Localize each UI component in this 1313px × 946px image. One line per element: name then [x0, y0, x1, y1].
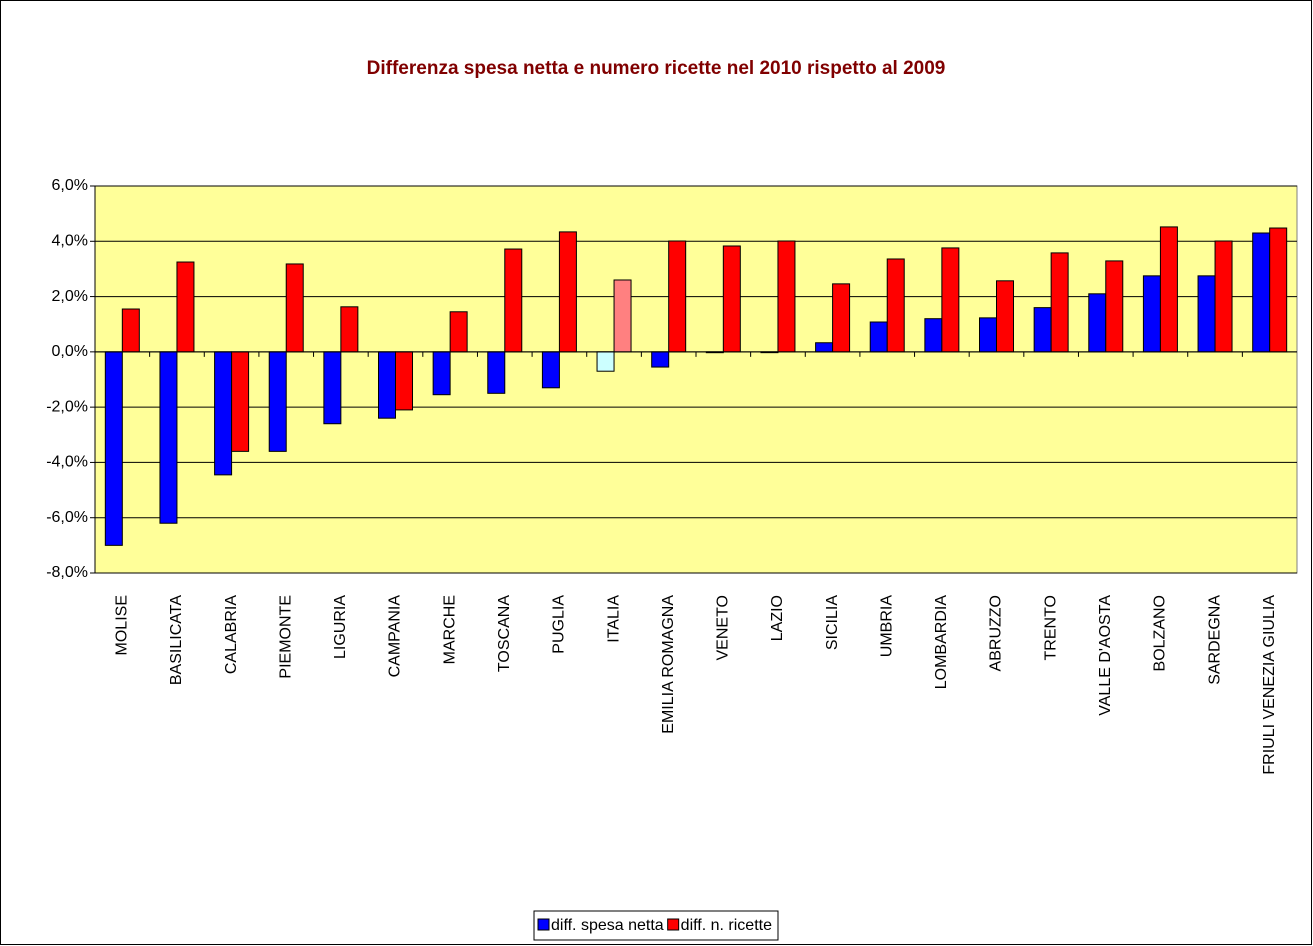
bar	[323, 351, 342, 425]
x-tick-label: MARCHE	[441, 595, 458, 664]
bar	[1105, 260, 1124, 353]
x-tick-label: MOLISE	[114, 595, 131, 655]
bar	[651, 351, 670, 368]
bar	[832, 283, 851, 353]
bar	[979, 317, 997, 353]
bar	[378, 351, 396, 419]
plot-area	[94, 185, 1298, 574]
x-tick-label: TRENTO	[1042, 595, 1059, 660]
bar	[869, 321, 888, 353]
bar	[504, 248, 523, 353]
y-tick-label: -6,0%	[46, 509, 88, 526]
x-tick-label: UMBRIA	[878, 595, 895, 658]
bar	[285, 263, 304, 353]
bar	[1159, 226, 1178, 353]
x-tick-label: LIGURIA	[332, 595, 349, 659]
bar	[1088, 293, 1107, 353]
bar	[777, 240, 796, 353]
x-tick-label: FRIULI VENEZIA GIULIA	[1261, 595, 1278, 775]
y-tick-label: 0,0%	[52, 343, 88, 360]
bar	[1197, 275, 1216, 353]
bar	[886, 258, 905, 353]
x-tick-label: LOMBARDIA	[933, 595, 950, 690]
bar	[159, 351, 178, 524]
bar	[1252, 232, 1271, 353]
y-tick-label: -8,0%	[46, 564, 88, 581]
bar	[558, 231, 577, 353]
bar	[121, 308, 140, 353]
bar	[1214, 240, 1233, 353]
y-tick-label: -4,0%	[46, 454, 88, 471]
x-tick-label: CALABRIA	[223, 595, 240, 674]
bar	[668, 240, 687, 353]
bar	[596, 351, 615, 372]
bar	[1033, 307, 1052, 353]
x-tick-label: BASILICATA	[168, 595, 185, 685]
bar	[214, 351, 233, 476]
bar	[815, 342, 834, 353]
legend: diff. spesa netta diff. n. ricette	[533, 910, 779, 941]
bar	[722, 245, 741, 353]
bar	[996, 280, 1014, 353]
x-tick-label: BOLZANO	[1152, 595, 1169, 671]
x-tick-label: VALLE D'AOSTA	[1097, 595, 1114, 716]
bar	[613, 279, 632, 353]
chart-title: Differenza spesa netta e numero ricette …	[367, 58, 946, 79]
x-tick-label: PUGLIA	[551, 595, 568, 654]
bar	[176, 261, 195, 353]
bar	[395, 351, 413, 411]
legend-swatch	[537, 918, 550, 931]
x-tick-label: VENETO	[715, 595, 732, 661]
bar	[1269, 227, 1288, 353]
y-tick-label: 6,0%	[52, 177, 88, 194]
bar	[487, 351, 506, 394]
x-tick-label: SARDEGNA	[1206, 595, 1223, 685]
legend-swatch	[667, 918, 680, 931]
x-tick-label: EMILIA ROMAGNA	[660, 595, 677, 734]
x-tick-label: TOSCANA	[496, 595, 513, 672]
legend-box	[533, 910, 779, 941]
bar	[1050, 252, 1069, 353]
bar	[924, 318, 943, 353]
y-tick-label: 4,0%	[52, 233, 88, 250]
bar	[449, 311, 468, 353]
bar	[268, 351, 287, 452]
y-tick-label: -2,0%	[46, 398, 88, 415]
bar	[231, 351, 250, 452]
x-tick-label: ITALIA	[605, 595, 622, 643]
x-tick-label: SICILIA	[824, 595, 841, 650]
x-tick-label: PIEMONTE	[277, 595, 294, 679]
x-tick-label: LAZIO	[769, 595, 786, 641]
x-tick-label: ABRUZZO	[988, 595, 1005, 671]
bar	[1142, 275, 1161, 353]
bar	[432, 351, 451, 396]
bar	[104, 351, 123, 546]
x-tick-label: CAMPANIA	[387, 595, 404, 678]
bar	[340, 306, 359, 353]
y-tick-label: 2,0%	[52, 288, 88, 305]
bar	[941, 247, 960, 353]
bar	[541, 351, 560, 389]
legend-label: diff. spesa netta	[551, 917, 664, 934]
legend-label: diff. n. ricette	[681, 917, 772, 934]
